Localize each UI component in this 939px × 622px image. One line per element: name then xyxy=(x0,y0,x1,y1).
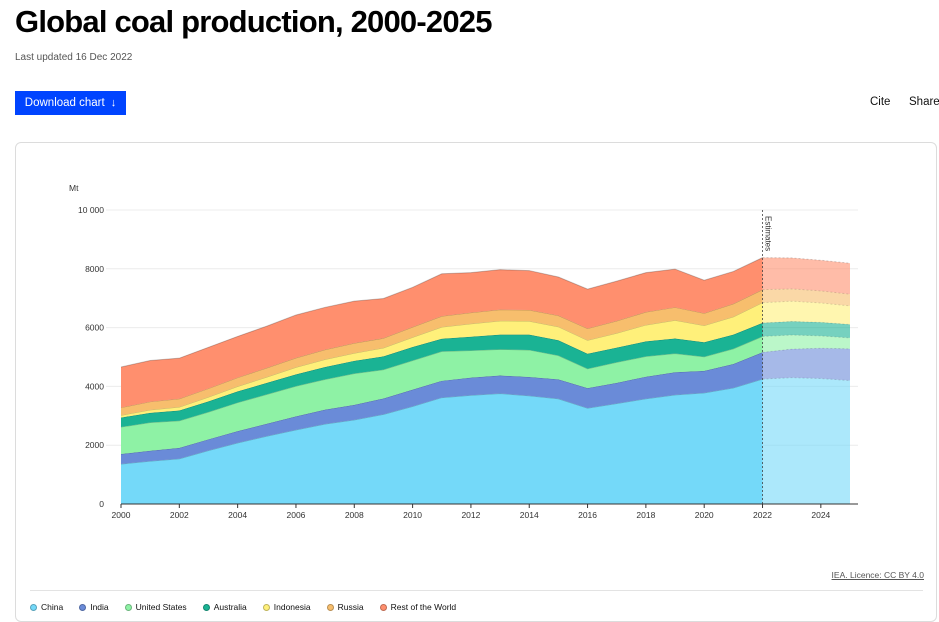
x-tick-label: 2022 xyxy=(753,510,772,520)
x-tick-label: 2004 xyxy=(228,510,247,520)
y-tick-label: 4000 xyxy=(85,381,104,391)
x-tick-label: 2012 xyxy=(461,510,480,520)
area-china-estimate xyxy=(763,378,850,504)
x-tick-label: 2002 xyxy=(170,510,189,520)
y-tick-label: 10 000 xyxy=(78,205,104,215)
x-tick-label: 2010 xyxy=(403,510,422,520)
y-tick-label: 2000 xyxy=(85,440,104,450)
stacked-area-chart: 0 2000 4000 6000 8000 10 000 Mt Estimates 2000 20… xyxy=(0,0,939,611)
licence-link[interactable]: IEA. Licence: CC BY 4.0 xyxy=(832,570,924,580)
y-axis-label: Mt xyxy=(69,183,79,193)
legend-swatch xyxy=(263,604,270,611)
x-tick-label: 2016 xyxy=(578,510,597,520)
x-tick-label: 2008 xyxy=(345,510,364,520)
legend-swatch xyxy=(327,604,334,611)
legend-swatch xyxy=(30,604,37,611)
area-rest-of-the-world-estimate xyxy=(763,258,850,294)
legend-divider xyxy=(30,590,923,591)
y-tick-label: 0 xyxy=(99,499,104,509)
x-tick-label: 2018 xyxy=(636,510,655,520)
estimates-label: Estimates xyxy=(764,216,773,251)
legend-swatch xyxy=(125,604,132,611)
y-tick-label: 8000 xyxy=(85,264,104,274)
x-tick-label: 2000 xyxy=(112,510,131,520)
legend-swatch xyxy=(203,604,210,611)
area-india-estimate xyxy=(763,348,850,380)
legend-swatch xyxy=(380,604,387,611)
x-tick-label: 2020 xyxy=(695,510,714,520)
x-tick-label: 2006 xyxy=(286,510,305,520)
area-indonesia-estimate xyxy=(763,301,850,324)
x-tick-label: 2024 xyxy=(811,510,830,520)
legend-swatch xyxy=(79,604,86,611)
y-tick-label: 6000 xyxy=(85,323,104,333)
x-tick-label: 2014 xyxy=(520,510,539,520)
